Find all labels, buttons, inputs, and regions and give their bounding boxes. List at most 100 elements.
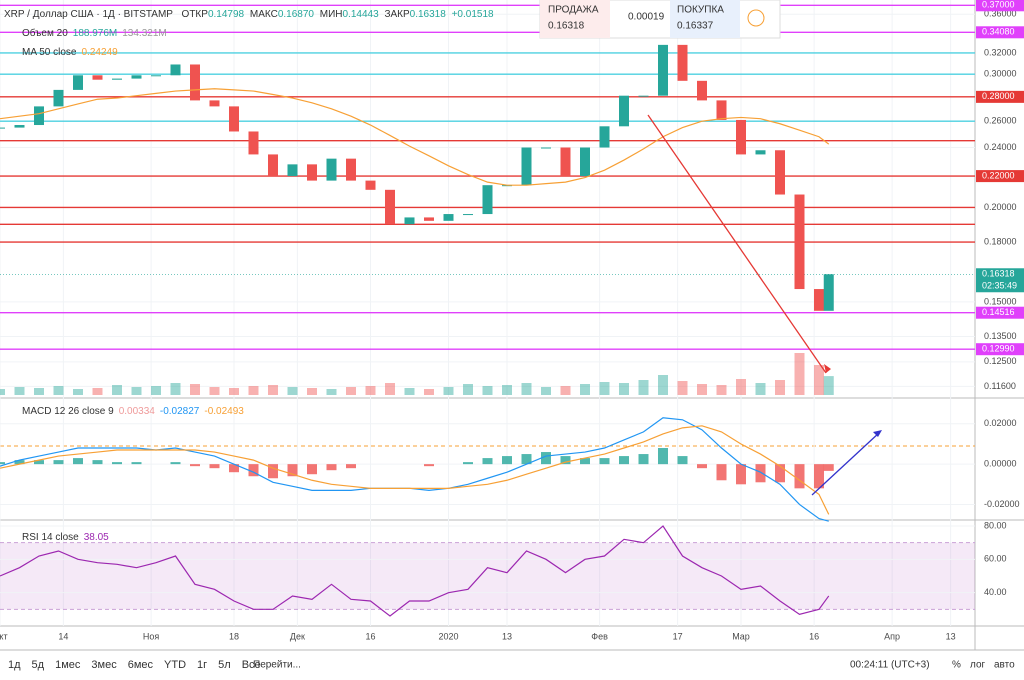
candle [541, 147, 551, 149]
y-tick-label: -0.02000 [984, 499, 1020, 509]
candle [112, 78, 122, 80]
volume-bar [814, 365, 824, 395]
histogram-bar [14, 460, 25, 465]
y-tick-label: 0.13500 [984, 331, 1017, 341]
x-tick-label: 17 [673, 631, 683, 641]
candle [619, 95, 629, 127]
percent[interactable]: % [952, 660, 961, 671]
label: ЗАКР [384, 9, 410, 20]
candle [658, 44, 668, 96]
y-tick-label: 80.00 [984, 520, 1007, 530]
buy-button[interactable] [670, 0, 740, 38]
range-button[interactable]: Все [242, 659, 261, 671]
log[interactable]: лог [970, 660, 986, 671]
countdown: 02:35:49 [982, 281, 1017, 291]
histogram-bar [482, 458, 493, 465]
histogram-bar [560, 456, 571, 465]
buy-price: 0.16337 [677, 21, 714, 32]
volume-bar [755, 383, 766, 395]
price-badge [976, 26, 1024, 39]
y-tick-label: 0.26000 [984, 116, 1017, 126]
legend-ma: MA 50 close 0.24249 [22, 47, 118, 58]
legend-volume: Объем 20 188.976M 134.321M [22, 27, 167, 39]
range-button[interactable]: 1г [197, 659, 207, 671]
candle [0, 127, 5, 129]
histogram-bar [190, 464, 200, 467]
y-tick-label: 0.18000 [984, 236, 1017, 246]
price-badge [976, 170, 1024, 183]
volume-bar [14, 387, 25, 395]
histogram-bar [677, 456, 688, 465]
auto[interactable]: авто [994, 660, 1015, 671]
histogram-bar [541, 452, 551, 465]
histogram-bar [53, 460, 64, 465]
volume-bar [151, 386, 161, 395]
histogram-bar [823, 464, 834, 471]
histogram-bar [580, 458, 590, 465]
candle [560, 147, 571, 177]
sell-button[interactable] [540, 0, 610, 38]
price-badge [976, 306, 1024, 319]
signal-line [0, 425, 830, 515]
x-tick-label: 14 [58, 631, 68, 641]
volume-bar [560, 386, 571, 395]
range-button[interactable]: 3мес [91, 659, 117, 671]
range-button[interactable]: 6мес [128, 659, 154, 671]
volume-bar [307, 388, 317, 395]
candle [823, 274, 834, 311]
candle [229, 106, 239, 132]
candle [482, 185, 493, 215]
label: MACD 12 26 close 9 [22, 406, 114, 417]
volume-bar [209, 387, 220, 395]
y-tick-label: 0.20000 [984, 202, 1017, 212]
candle [73, 75, 83, 90]
range-button[interactable]: 5л [218, 659, 231, 671]
goto[interactable]: Перейти... [253, 660, 301, 671]
range-button[interactable]: 1мес [55, 659, 81, 671]
value: +0.01518 [452, 9, 494, 20]
histogram-bar [697, 464, 707, 469]
candle [34, 106, 44, 126]
toolbar: 1д 5д 1мес 3мес 6мес YTD 1г 5л Все [8, 659, 261, 671]
volume-bar [346, 387, 356, 395]
histogram-bar [287, 464, 298, 477]
histogram-bar [716, 464, 727, 481]
volume-bar [190, 384, 200, 395]
histogram-bar [424, 464, 434, 467]
range-button[interactable]: 5д [32, 659, 45, 671]
ma-line [0, 88, 830, 186]
volume-bar [326, 389, 337, 395]
volume-bar [482, 386, 493, 395]
legend-macd: MACD 12 26 close 9 0.00334 -0.02827 -0.0249… [22, 406, 244, 417]
volume-bar [73, 389, 83, 395]
candle [404, 217, 415, 225]
histogram-bar [170, 462, 181, 465]
y-tick-label: 0.00000 [984, 459, 1017, 469]
info-icon[interactable] [747, 9, 765, 27]
trend-arrow [811, 431, 881, 496]
range-button[interactable]: 1д [8, 659, 21, 671]
volume-bar [443, 387, 454, 395]
candle [463, 214, 473, 216]
price-badge-label: 0.12990 [982, 344, 1015, 354]
volume-bar [34, 388, 44, 395]
histogram-bar [209, 464, 220, 469]
candle [736, 119, 746, 155]
volume-bar [775, 380, 785, 395]
rsi-line [0, 525, 830, 617]
volume-bar [287, 387, 298, 395]
histogram-bar [0, 462, 5, 465]
sell-price: 0.16318 [548, 21, 585, 32]
label: МАКС [250, 9, 278, 20]
histogram-bar [92, 460, 103, 465]
arrow-head [824, 364, 831, 373]
volume-bar [502, 385, 512, 395]
range-button[interactable]: YTD [164, 659, 186, 671]
volume-bar [268, 385, 278, 395]
volume-bar [794, 353, 805, 395]
candle [814, 289, 824, 311]
price-badge-label: 0.16318 [982, 269, 1015, 279]
candle [326, 158, 337, 181]
histogram-bar [34, 460, 44, 465]
value: -0.02827 [160, 406, 200, 417]
